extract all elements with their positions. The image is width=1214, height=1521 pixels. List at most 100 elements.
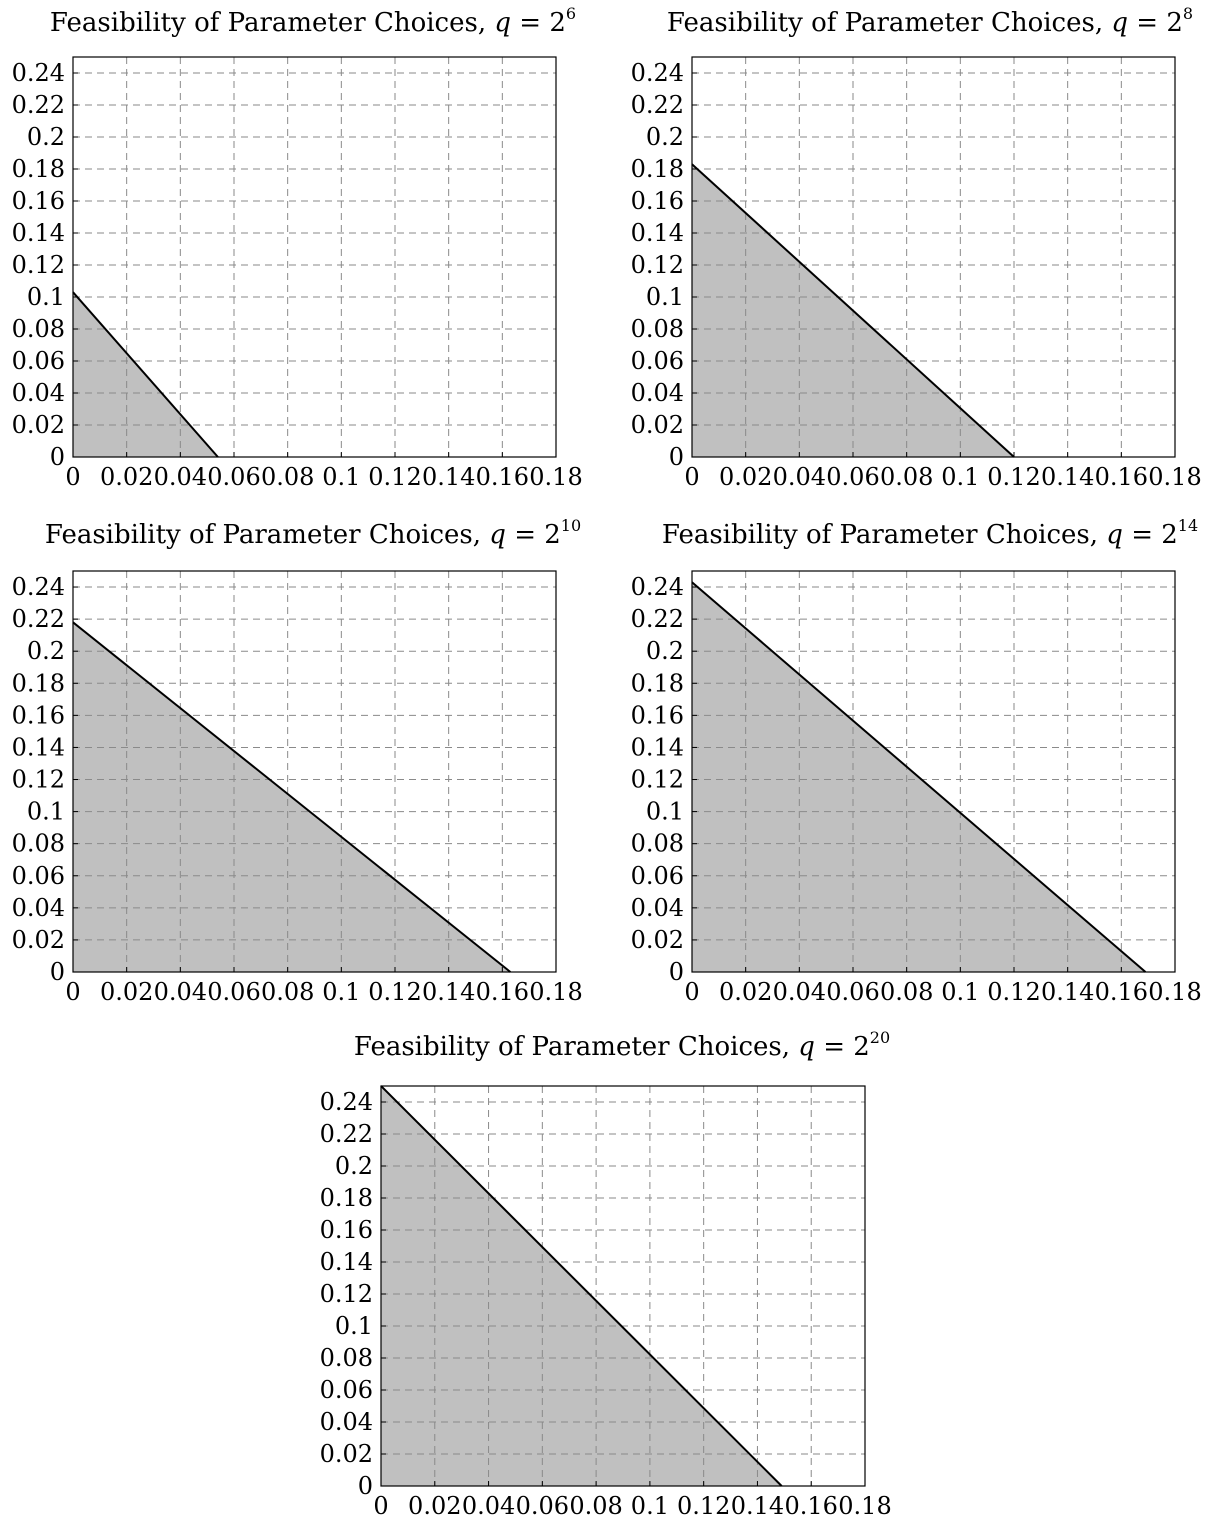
y-tick-label: 0.18 (631, 669, 684, 697)
chart-title-prefix: Feasibility of Parameter Choices, (666, 8, 1104, 38)
y-tick-label: 0.06 (631, 347, 684, 375)
y-tick-label: 0 (669, 443, 684, 471)
x-tick-label: 0.16 (476, 463, 529, 491)
y-tick-label: 0.2 (646, 123, 684, 151)
y-tick-label: 0.16 (320, 1216, 373, 1244)
x-tick-label: 0.04 (154, 978, 207, 1006)
chart-title: Feasibility of Parameter Choices, q = 22… (353, 1028, 890, 1062)
axes-frame (72, 56, 557, 458)
chart-title-exp: 14 (1177, 516, 1199, 535)
chart-title-eq: = 2 (1136, 8, 1183, 38)
y-tick-label: 0.12 (631, 251, 684, 279)
y-tick-label: 0.04 (631, 894, 684, 922)
x-tick-label: 0.08 (880, 463, 933, 491)
y-tick-label: 0.08 (631, 830, 684, 858)
x-tick-label: 0.08 (261, 463, 314, 491)
x-tick-label: 0.04 (773, 463, 826, 491)
y-tick-label: 0 (50, 958, 65, 986)
chart-title-var: q (494, 8, 512, 38)
y-tick-label: 0.1 (646, 798, 684, 826)
y-tick-label: 0.04 (12, 894, 65, 922)
x-tick-label: 0 (684, 463, 699, 491)
y-tick-label: 0.08 (12, 315, 65, 343)
chart-title: Feasibility of Parameter Choices, q = 26 (49, 4, 576, 38)
y-tick-label: 0.02 (631, 411, 684, 439)
chart-title-eq: = 2 (519, 8, 566, 38)
x-tick-label: 0.14 (1041, 463, 1094, 491)
chart-title-prefix: Feasibility of Parameter Choices, (661, 520, 1099, 550)
y-tick-label: 0.22 (631, 605, 684, 633)
y-tick-label: 0.12 (320, 1280, 373, 1308)
chart-title-var: q (489, 520, 506, 550)
y-tick-label: 0.08 (631, 315, 684, 343)
y-tick-label: 0.02 (320, 1440, 373, 1468)
y-tick-label: 0.16 (631, 187, 684, 215)
y-tick-label: 0.04 (12, 379, 65, 407)
y-tick-label: 0.18 (12, 669, 65, 697)
x-tick-label: 0.1 (322, 463, 360, 491)
y-tick-label: 0.2 (27, 123, 65, 151)
chart-title-prefix: Feasibility of Parameter Choices, (353, 1032, 791, 1062)
y-tick-label: 0.1 (27, 798, 65, 826)
feasibility-boundary-line (691, 581, 1147, 973)
y-tick-label: 0.18 (320, 1184, 373, 1212)
y-tick-label: 0.02 (12, 411, 65, 439)
y-tick-label: 0.14 (320, 1248, 373, 1276)
chart-title-eq: = 2 (514, 520, 561, 550)
y-tick-label: 0.22 (12, 605, 65, 633)
y-tick-label: 0.1 (335, 1312, 373, 1340)
y-tick-label: 0.1 (646, 283, 684, 311)
y-tick-label: 0.24 (631, 573, 684, 601)
y-tick-label: 0.02 (12, 926, 65, 954)
y-tick-label: 0.24 (320, 1088, 373, 1116)
x-tick-label: 0 (684, 978, 699, 1006)
x-tick-label: 0.12 (987, 463, 1040, 491)
x-tick-label: 0.12 (368, 978, 421, 1006)
x-tick-label: 0.12 (987, 978, 1040, 1006)
y-tick-label: 0.08 (12, 830, 65, 858)
chart-title-eq: = 2 (823, 1032, 870, 1062)
axes-frame (691, 570, 1176, 973)
y-tick-label: 0.2 (646, 637, 684, 665)
y-tick-label: 0.14 (631, 733, 684, 761)
chart-title-exp: 10 (560, 516, 582, 535)
y-tick-label: 0.24 (631, 59, 684, 87)
x-tick-label: 0.18 (529, 978, 582, 1006)
y-tick-label: 0.04 (320, 1408, 373, 1436)
chart-title-var: q (1111, 8, 1129, 38)
feasibility-boundary-line (72, 291, 219, 458)
y-tick-label: 0.22 (320, 1120, 373, 1148)
x-tick-label: 0.08 (569, 1492, 622, 1520)
y-tick-label: 0.06 (12, 862, 65, 890)
x-tick-label: 0 (373, 1492, 388, 1520)
x-tick-label: 0.06 (516, 1492, 569, 1520)
y-tick-label: 0.24 (12, 59, 65, 87)
y-tick-label: 0.02 (631, 926, 684, 954)
chart-title-prefix: Feasibility of Parameter Choices, (44, 520, 482, 550)
x-tick-label: 0.18 (529, 463, 582, 491)
chart-title-exp: 6 (565, 4, 577, 23)
x-tick-label: 0.12 (677, 1492, 730, 1520)
x-tick-label: 0.08 (261, 978, 314, 1006)
y-tick-label: 0.18 (12, 155, 65, 183)
x-tick-label: 0.14 (1041, 978, 1094, 1006)
feasibility-boundary-line (691, 163, 1015, 458)
chart-title-exp: 8 (1182, 4, 1194, 23)
x-tick-label: 0.06 (826, 978, 879, 1006)
y-tick-label: 0.24 (12, 573, 65, 601)
x-tick-label: 0.12 (368, 463, 421, 491)
y-tick-label: 0 (669, 958, 684, 986)
x-tick-label: 0.16 (476, 978, 529, 1006)
y-tick-label: 0.14 (12, 733, 65, 761)
chart-title-prefix: Feasibility of Parameter Choices, (49, 8, 487, 38)
y-tick-label: 0.06 (12, 347, 65, 375)
chart-title-exp: 20 (869, 1028, 891, 1047)
x-tick-label: 0.14 (731, 1492, 784, 1520)
y-tick-label: 0 (358, 1472, 373, 1500)
